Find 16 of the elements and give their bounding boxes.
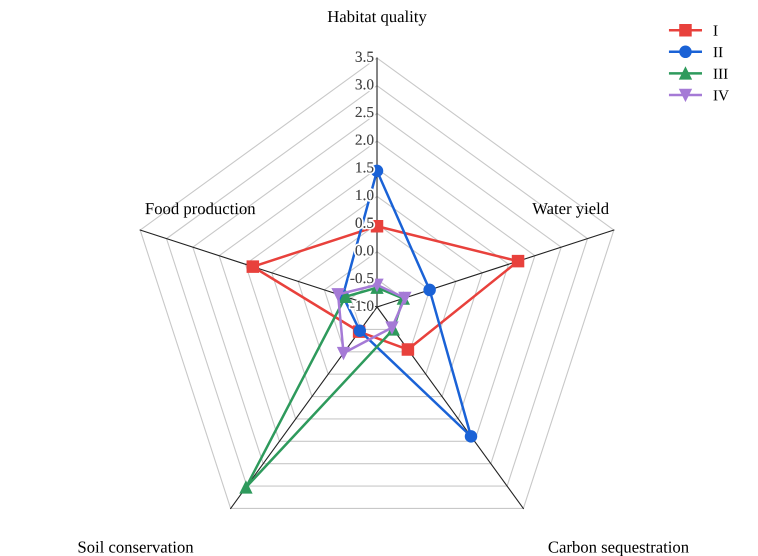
y-tick-label: 2.0	[356, 134, 374, 145]
spoke-label: Soil conservation	[78, 540, 194, 553]
spoke-label: Water yield	[532, 202, 609, 218]
legend-label: II	[714, 47, 723, 58]
spoke-label: Carbon sequestration	[548, 540, 689, 556]
y-tick-label: 1.5	[356, 162, 374, 173]
spoke-label: Food production	[145, 202, 256, 218]
y-tick-label: -1.0	[350, 300, 374, 311]
spoke-label: Habitat quality	[328, 10, 427, 26]
y-tick-label: 3.0	[356, 79, 374, 90]
y-tick-label: 2.5	[356, 106, 374, 118]
legend-label: IV	[714, 90, 729, 101]
legend-label: III	[714, 68, 728, 79]
y-tick-label: -0.5	[350, 272, 374, 284]
y-tick-label: 3.5	[356, 52, 374, 62]
legend-label: I	[714, 26, 718, 36]
